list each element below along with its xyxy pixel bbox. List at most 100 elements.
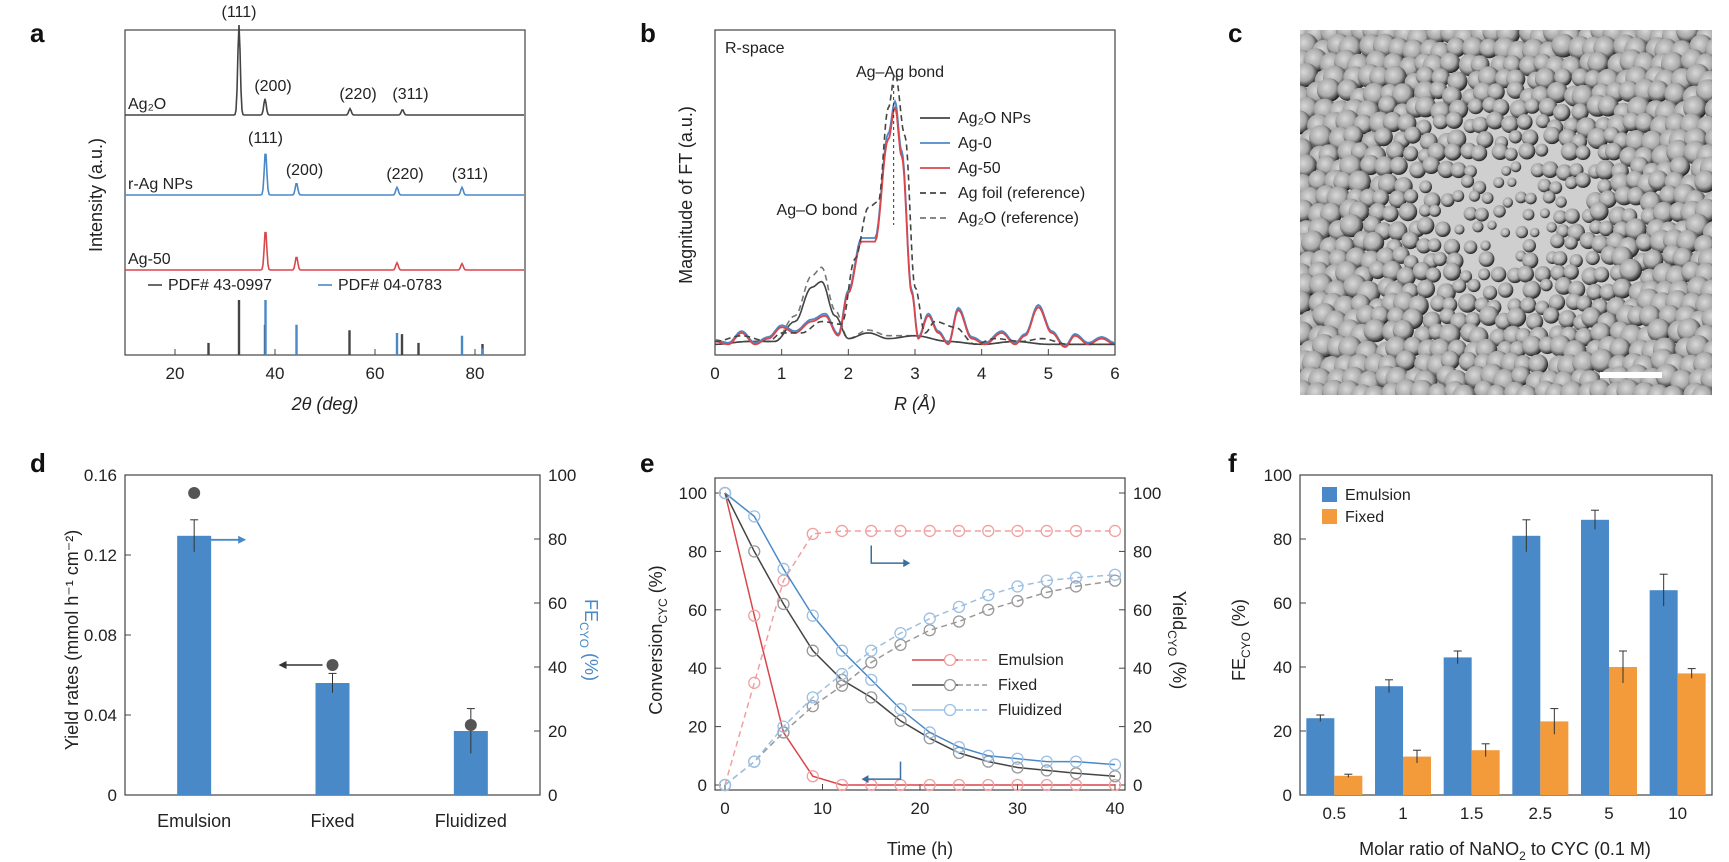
panel-e-yield-point bbox=[806, 700, 819, 713]
panel-d-ytick-left-label: 0 bbox=[108, 786, 117, 805]
droplet bbox=[1589, 202, 1609, 221]
panel-e-ytick-left-label: 20 bbox=[688, 718, 707, 737]
panel-e-yield-point bbox=[1108, 524, 1122, 538]
panel-e-conversion-point bbox=[1108, 778, 1122, 792]
panel-e-conversion-point bbox=[777, 562, 790, 576]
panel-e-conversion-line-Fluidized bbox=[724, 492, 1116, 766]
panel-f-bar-Fixed bbox=[1609, 667, 1637, 795]
panel-e-yield-point bbox=[982, 603, 995, 616]
panel-d-yield-point bbox=[326, 659, 339, 671]
panel-f-legend-label: Fixed bbox=[1345, 509, 1384, 526]
droplet bbox=[1501, 115, 1519, 133]
droplet bbox=[1439, 52, 1461, 74]
panel-e-conversion-point bbox=[923, 726, 936, 739]
panel-e-conversion-point bbox=[894, 714, 907, 727]
droplet bbox=[1452, 384, 1477, 395]
panel-e-conversion-point bbox=[1011, 752, 1024, 765]
droplet bbox=[1435, 221, 1451, 237]
droplet bbox=[1625, 130, 1648, 153]
panel-b-exafs: R-space Magnitude of FT (a.u.) R (Å) Ag–… bbox=[676, 29, 1120, 414]
panel-e-conversion-line-Emulsion bbox=[724, 492, 1115, 786]
panel-e-xtick-label: 0 bbox=[720, 799, 729, 818]
panel-f-bar-Emulsion bbox=[1512, 535, 1541, 795]
droplet bbox=[1382, 205, 1399, 223]
panel-b-xtick-label: 3 bbox=[910, 364, 919, 383]
panel-f-bar-Emulsion bbox=[1649, 590, 1678, 795]
droplet bbox=[1664, 82, 1687, 106]
panel-label-b: b bbox=[640, 18, 656, 48]
panel-c-micrograph bbox=[1300, 30, 1712, 395]
panel-d-category-label: Fixed bbox=[310, 811, 354, 831]
panel-e-yield-point bbox=[923, 612, 936, 625]
panel-e-legend-marker bbox=[943, 653, 957, 667]
droplet bbox=[1515, 191, 1527, 204]
panel-e-yield-point bbox=[835, 524, 849, 538]
panel-e-conversion-point bbox=[718, 486, 732, 500]
panel-b-ylabel: Magnitude of FT (a.u.) bbox=[676, 106, 696, 284]
panel-e-conversion-point bbox=[748, 510, 761, 523]
droplet bbox=[1541, 161, 1559, 179]
droplet bbox=[1535, 143, 1549, 157]
panel-f-bar-Emulsion bbox=[1443, 657, 1472, 795]
droplet bbox=[1502, 197, 1514, 208]
panel-f-category-label: 2.5 bbox=[1529, 804, 1553, 823]
panel-a-series-line-r-Ag NPs bbox=[125, 153, 524, 196]
droplet bbox=[1618, 80, 1640, 103]
panel-e-yield-point bbox=[1069, 571, 1083, 584]
droplet bbox=[1587, 127, 1609, 149]
droplet bbox=[1619, 258, 1642, 282]
panel-e-conversion-point bbox=[806, 644, 819, 657]
panel-e-yield-point bbox=[865, 524, 878, 538]
droplet bbox=[1490, 266, 1507, 283]
droplet bbox=[1454, 224, 1465, 235]
panel-e-xlabel: Time (h) bbox=[887, 839, 953, 859]
droplet bbox=[1609, 337, 1631, 360]
droplet bbox=[1634, 112, 1655, 133]
droplet bbox=[1510, 161, 1522, 173]
panel-d-ytick-right-label: 0 bbox=[548, 786, 557, 805]
droplet bbox=[1548, 294, 1566, 311]
droplet bbox=[1526, 313, 1544, 331]
droplet bbox=[1478, 251, 1495, 267]
droplet bbox=[1647, 80, 1670, 103]
panel-e-conversion-point bbox=[1069, 755, 1083, 768]
panel-e-yield-point bbox=[1040, 524, 1053, 538]
droplet bbox=[1460, 174, 1475, 188]
droplet bbox=[1452, 279, 1467, 293]
panel-e-conversion-point bbox=[865, 691, 878, 704]
droplet bbox=[1462, 36, 1485, 60]
panel-e-conversion-point bbox=[865, 673, 878, 687]
panel-e-ytick-left-label: 100 bbox=[679, 484, 707, 503]
droplet bbox=[1403, 146, 1419, 162]
panel-e-conversion-point bbox=[777, 597, 790, 611]
droplet bbox=[1595, 159, 1616, 180]
panel-e-conversion-point bbox=[806, 609, 819, 622]
panel-f-ytick-label: 100 bbox=[1264, 466, 1292, 485]
droplet bbox=[1388, 221, 1408, 241]
droplet bbox=[1543, 126, 1561, 145]
panel-a-peak-label: (200) bbox=[286, 162, 323, 179]
panel-a-ylabel: Intensity (a.u.) bbox=[86, 138, 106, 252]
panel-f-ytick-label: 60 bbox=[1273, 594, 1292, 613]
panel-f-category-label: 1 bbox=[1398, 804, 1407, 823]
droplet bbox=[1524, 192, 1537, 205]
droplet bbox=[1521, 335, 1543, 357]
droplet bbox=[1522, 208, 1535, 221]
panel-e-yield-point bbox=[865, 656, 878, 669]
droplet bbox=[1428, 204, 1441, 217]
droplet bbox=[1427, 383, 1450, 395]
droplet bbox=[1432, 251, 1447, 267]
droplet bbox=[1518, 142, 1536, 160]
panel-label-e: e bbox=[640, 448, 654, 478]
droplet bbox=[1575, 295, 1593, 312]
droplet bbox=[1440, 193, 1455, 208]
droplet bbox=[1443, 238, 1461, 256]
droplet bbox=[1386, 141, 1406, 161]
droplet bbox=[1401, 231, 1420, 250]
panel-f-legend-label: Emulsion bbox=[1345, 487, 1411, 504]
panel-b-xlabel: R (Å) bbox=[894, 394, 936, 414]
droplet bbox=[1520, 297, 1537, 314]
panel-e-arrowhead bbox=[861, 775, 869, 784]
panel-a-peak-label: (220) bbox=[339, 86, 376, 103]
droplet bbox=[1437, 160, 1456, 179]
